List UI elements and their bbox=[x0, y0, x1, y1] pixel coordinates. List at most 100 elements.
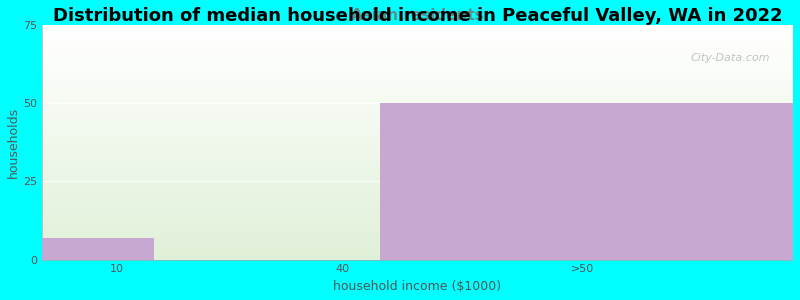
Bar bbox=[42, 192, 793, 193]
Bar bbox=[42, 128, 793, 129]
Bar bbox=[42, 72, 793, 73]
Bar bbox=[42, 130, 793, 132]
Bar bbox=[42, 79, 793, 80]
Bar bbox=[42, 41, 793, 43]
Bar bbox=[42, 143, 793, 145]
Bar bbox=[42, 56, 793, 57]
Bar bbox=[42, 38, 793, 39]
Bar bbox=[42, 133, 793, 134]
Bar bbox=[42, 159, 793, 160]
Bar bbox=[42, 59, 793, 60]
Bar bbox=[42, 30, 793, 31]
Bar bbox=[42, 86, 793, 87]
Bar bbox=[42, 234, 793, 235]
Bar bbox=[42, 251, 793, 253]
Bar bbox=[42, 53, 793, 54]
Bar bbox=[42, 119, 793, 120]
Bar bbox=[42, 88, 793, 89]
Bar bbox=[42, 257, 793, 259]
Bar bbox=[42, 227, 793, 228]
Bar bbox=[42, 221, 793, 222]
Bar bbox=[42, 76, 793, 78]
Bar bbox=[42, 67, 793, 68]
X-axis label: household income ($1000): household income ($1000) bbox=[334, 280, 502, 293]
Bar bbox=[42, 110, 793, 111]
Bar bbox=[42, 243, 793, 244]
Bar bbox=[42, 196, 793, 197]
Bar bbox=[42, 256, 793, 257]
Bar bbox=[42, 197, 793, 199]
Bar bbox=[42, 152, 793, 153]
Bar bbox=[42, 184, 793, 186]
Bar bbox=[42, 209, 793, 210]
Bar bbox=[42, 248, 793, 249]
Text: City-Data.com: City-Data.com bbox=[691, 53, 770, 63]
Bar bbox=[42, 61, 793, 62]
Bar bbox=[42, 73, 793, 74]
Bar bbox=[42, 173, 793, 174]
Bar bbox=[42, 60, 793, 61]
Bar bbox=[42, 134, 793, 135]
Bar bbox=[42, 205, 793, 206]
Bar bbox=[42, 147, 793, 148]
Bar bbox=[380, 103, 793, 260]
Bar bbox=[42, 121, 793, 122]
Bar bbox=[42, 220, 793, 221]
Bar bbox=[42, 136, 793, 138]
Bar bbox=[42, 28, 793, 30]
Bar bbox=[42, 93, 793, 94]
Bar bbox=[42, 124, 793, 125]
Bar bbox=[42, 54, 793, 56]
Bar bbox=[42, 127, 793, 128]
Bar bbox=[42, 149, 793, 151]
Bar bbox=[42, 247, 793, 248]
Bar bbox=[42, 106, 793, 107]
Bar bbox=[42, 151, 793, 152]
Bar bbox=[42, 98, 793, 99]
Bar bbox=[42, 212, 793, 213]
Bar bbox=[42, 169, 793, 170]
Bar bbox=[42, 168, 793, 169]
Bar bbox=[42, 140, 793, 141]
Bar bbox=[42, 216, 793, 217]
Bar bbox=[42, 105, 793, 106]
Bar bbox=[42, 259, 793, 260]
Bar bbox=[42, 125, 793, 126]
Bar bbox=[42, 210, 793, 211]
Bar bbox=[42, 111, 793, 112]
Bar bbox=[42, 45, 793, 46]
Bar bbox=[42, 215, 793, 216]
Bar bbox=[42, 156, 793, 158]
Bar bbox=[42, 255, 793, 256]
Bar bbox=[42, 100, 793, 101]
Bar bbox=[42, 52, 793, 53]
Bar bbox=[42, 230, 793, 232]
Bar bbox=[42, 232, 793, 234]
Bar bbox=[42, 71, 793, 72]
Bar bbox=[42, 85, 793, 86]
Bar bbox=[42, 170, 793, 172]
Bar bbox=[42, 202, 793, 203]
Bar bbox=[42, 115, 793, 116]
Bar bbox=[42, 229, 793, 230]
Bar bbox=[42, 44, 793, 45]
Bar bbox=[42, 200, 793, 201]
Bar bbox=[42, 87, 793, 88]
Bar bbox=[42, 254, 793, 255]
Bar bbox=[42, 154, 793, 155]
Bar bbox=[42, 132, 793, 133]
Title: Distribution of median household income in Peaceful Valley, WA in 2022: Distribution of median household income … bbox=[53, 7, 782, 25]
Bar bbox=[42, 82, 793, 84]
Bar bbox=[42, 155, 793, 156]
Bar bbox=[42, 62, 793, 64]
Bar bbox=[42, 68, 793, 70]
Bar bbox=[42, 113, 793, 114]
Bar bbox=[42, 195, 793, 196]
Bar bbox=[42, 187, 793, 188]
Bar bbox=[42, 37, 793, 38]
Bar bbox=[42, 238, 154, 260]
Bar bbox=[42, 203, 793, 205]
Bar bbox=[42, 181, 793, 182]
Bar bbox=[42, 222, 793, 223]
Bar bbox=[42, 166, 793, 167]
